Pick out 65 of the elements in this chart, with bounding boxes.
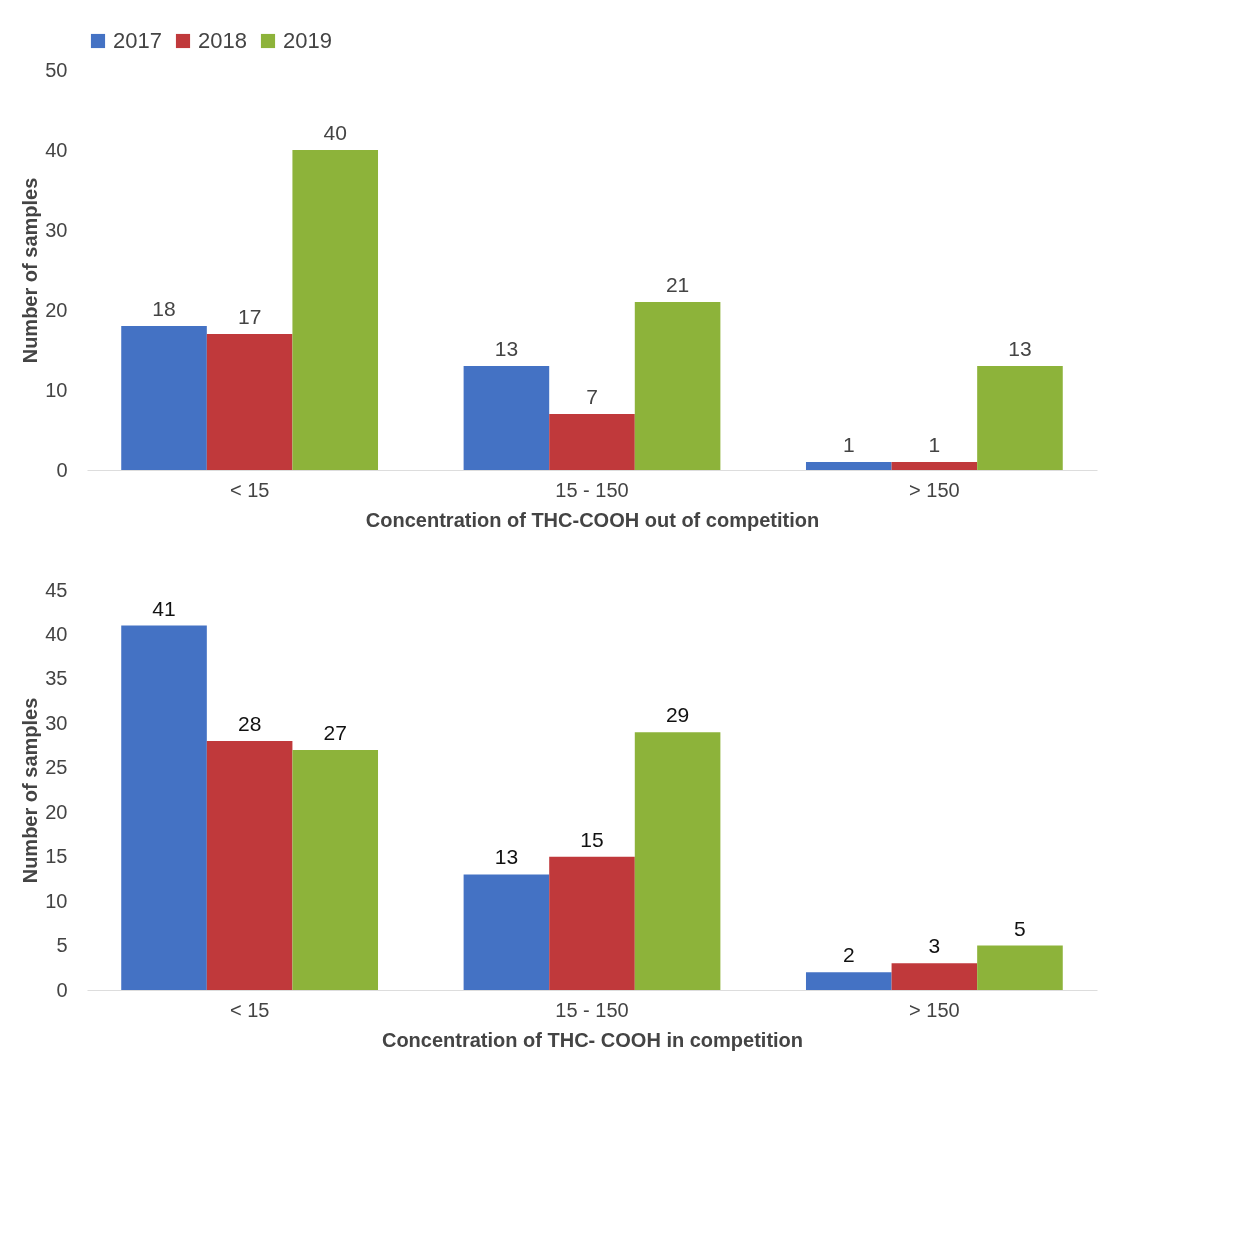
x-tick-label: < 15 <box>229 998 270 1021</box>
y-tick-label: 40 <box>45 138 68 161</box>
y-tick-label: 40 <box>45 622 68 645</box>
y-tick-label: 20 <box>45 298 68 321</box>
data-label: 3 <box>928 934 941 958</box>
bar <box>977 366 1063 470</box>
legend-label: 2017 <box>113 28 162 53</box>
data-label: 29 <box>665 703 690 727</box>
x-tick-label: > 150 <box>909 478 960 501</box>
x-tick-label: 15 - 150 <box>555 478 629 501</box>
data-label: 1 <box>842 433 855 456</box>
data-label: 5 <box>1014 916 1026 940</box>
data-label: 7 <box>586 385 598 408</box>
bar <box>292 750 379 990</box>
y-tick-label: 0 <box>56 458 68 481</box>
bar <box>977 945 1063 990</box>
data-label: 13 <box>494 337 519 360</box>
bar <box>463 874 550 990</box>
data-label: 28 <box>237 712 262 736</box>
y-tick-label: 15 <box>45 845 68 868</box>
y-tick-label: 10 <box>45 378 68 401</box>
data-label: 17 <box>237 305 262 328</box>
data-label: 41 <box>152 596 176 620</box>
bar <box>292 150 379 470</box>
y-tick-label: 35 <box>45 667 68 690</box>
bar <box>206 334 293 470</box>
bar <box>805 972 892 990</box>
bar <box>121 625 207 990</box>
data-label: 15 <box>580 827 604 851</box>
y-tick-label: 5 <box>56 934 68 957</box>
data-label: 1 <box>928 433 941 456</box>
x-axis-title: Concentration of THC- COOH in competition <box>381 1028 804 1051</box>
data-label: 13 <box>1008 337 1032 360</box>
bar <box>121 326 207 470</box>
bar <box>549 856 635 990</box>
legend-label: 2019 <box>283 28 332 53</box>
data-label: 40 <box>323 121 347 144</box>
y-axis-title: Number of samples <box>19 177 42 364</box>
x-tick-label: > 150 <box>909 998 960 1021</box>
y-tick-label: 45 <box>45 578 68 601</box>
y-tick-label: 10 <box>45 889 68 912</box>
data-label: 27 <box>323 721 347 744</box>
x-axis-title: Concentration of THC-COOH out of competition <box>365 508 820 531</box>
legend-label: 2018 <box>198 28 247 53</box>
bar <box>634 302 721 470</box>
bar <box>891 462 978 470</box>
data-label: 2 <box>842 943 855 967</box>
x-tick-label: < 15 <box>229 478 270 501</box>
y-tick-label: 25 <box>45 756 68 779</box>
y-axis-title: Number of samples <box>19 697 42 884</box>
y-tick-label: 50 <box>45 58 68 81</box>
y-tick-label: 0 <box>56 978 68 1001</box>
data-label: 18 <box>152 297 176 320</box>
bar <box>206 741 293 990</box>
y-tick-label: 30 <box>45 711 68 734</box>
data-label: 13 <box>494 845 519 869</box>
y-tick-label: 20 <box>45 800 68 823</box>
bar <box>549 414 635 470</box>
data-label: 21 <box>665 273 690 296</box>
bar <box>634 732 721 990</box>
bar <box>891 963 978 990</box>
x-tick-label: 15 - 150 <box>555 998 629 1021</box>
bar <box>463 366 550 470</box>
bar <box>805 462 892 470</box>
y-tick-label: 30 <box>45 218 68 241</box>
